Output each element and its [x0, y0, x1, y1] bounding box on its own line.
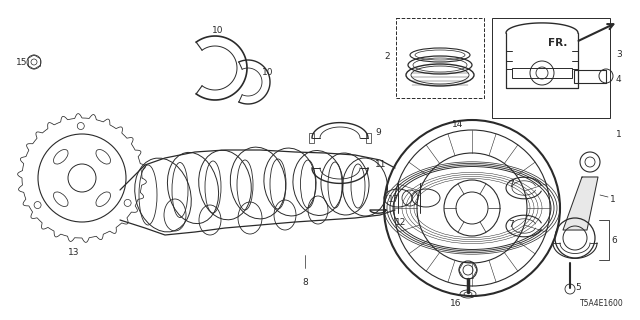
Text: 10: 10 [212, 26, 224, 35]
Text: 17: 17 [388, 195, 399, 204]
Text: 14: 14 [452, 120, 464, 129]
Text: 15: 15 [16, 58, 28, 67]
Text: 7: 7 [508, 220, 514, 229]
Text: 7: 7 [508, 180, 514, 189]
Text: 3: 3 [616, 50, 621, 59]
Text: T5A4E1600: T5A4E1600 [580, 299, 624, 308]
Bar [396, 18, 484, 98]
Bar [512, 68, 572, 78]
Bar [309, 133, 314, 143]
Text: 2: 2 [385, 52, 390, 61]
Text: 13: 13 [68, 248, 80, 257]
Text: 10: 10 [262, 68, 273, 77]
Text: 6: 6 [611, 236, 617, 244]
Text: 9: 9 [375, 128, 381, 137]
Text: 1: 1 [610, 195, 616, 204]
Text: 16: 16 [451, 299, 461, 308]
Text: FR.: FR. [548, 38, 568, 48]
Text: 1: 1 [616, 130, 621, 139]
Bar [574, 70, 606, 83]
Text: 4: 4 [616, 75, 621, 84]
Polygon shape [563, 177, 598, 230]
Text: 5: 5 [575, 283, 580, 292]
Text: 11: 11 [375, 160, 387, 169]
Text: 8: 8 [302, 278, 308, 287]
Bar [366, 133, 371, 143]
Text: 12: 12 [395, 218, 406, 227]
Bar [492, 18, 610, 118]
